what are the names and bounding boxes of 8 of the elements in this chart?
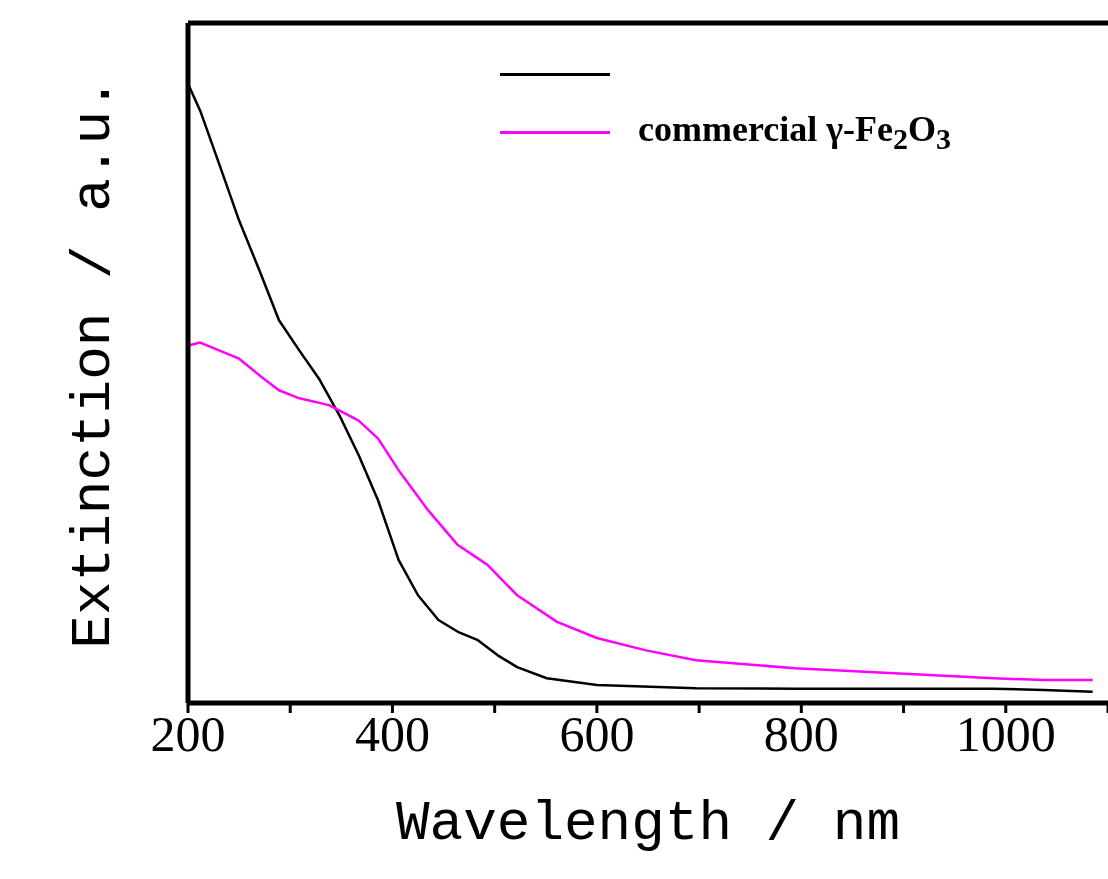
x-tick-label: 600 (559, 705, 635, 762)
x-tick-label: 1000 (955, 705, 1056, 762)
x-tick-label: 400 (354, 705, 430, 762)
x-tick-label: 800 (763, 705, 839, 762)
legend-label: commercial γ-Fe$_{2}$O$_{3}$ (638, 107, 952, 157)
y-axis-title: Extinction / a.u. (61, 77, 126, 649)
x-tick-label: 200 (150, 705, 226, 762)
x-axis-title: Wavelength / nm (395, 792, 901, 856)
